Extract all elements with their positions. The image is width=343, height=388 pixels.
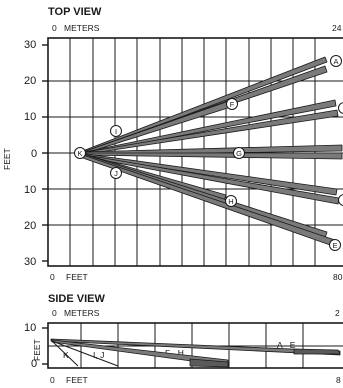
- side-beam-f-h-tip: [189, 358, 229, 368]
- top-axis-ticks: [42, 44, 48, 262]
- side-label-ae: A - E: [277, 340, 296, 350]
- top-feet-max: 80: [333, 272, 343, 282]
- callout-h: H: [225, 195, 237, 207]
- callout-a: A: [330, 55, 342, 67]
- side-meters-max: 2: [335, 308, 340, 318]
- top-y-tick-10-upper: 10: [24, 111, 37, 123]
- side-feet-max: 8: [336, 375, 341, 385]
- callout-f: F: [226, 98, 238, 110]
- top-y-tick-20-upper: 20: [24, 75, 37, 87]
- callout-d-partial: [338, 194, 343, 206]
- top-meters-max: 24: [332, 23, 342, 33]
- top-feet-label: FEET: [66, 272, 88, 282]
- side-y-tick-10: 10: [24, 322, 37, 334]
- callout-i-text: I: [115, 127, 117, 136]
- top-y-tick-10-lower: 10: [24, 184, 37, 196]
- top-y-tick-30-upper: 30: [24, 39, 37, 51]
- callout-a-text: A: [333, 57, 338, 66]
- top-meters-label: METERS: [64, 23, 100, 33]
- top-view-callouts: A E F G H I J: [74, 55, 343, 251]
- callout-g-text: G: [236, 149, 242, 158]
- top-view-frame: [47, 37, 343, 267]
- callout-k-text: K: [77, 149, 82, 158]
- side-beam-k: [51, 340, 79, 367]
- callout-e-text: E: [332, 241, 337, 250]
- callout-f-text: F: [230, 100, 235, 109]
- side-axis-ticks: [42, 327, 48, 365]
- beam-g-lower: [79, 152, 343, 160]
- side-meters-origin: 0: [52, 308, 57, 318]
- callout-j: J: [110, 167, 122, 179]
- side-label-ij: I, J: [93, 350, 105, 360]
- side-feet-label: FEET: [66, 375, 88, 385]
- top-meters-origin: 0: [52, 23, 57, 33]
- top-view-title: TOP VIEW: [48, 6, 102, 18]
- callout-h-text: H: [228, 197, 233, 206]
- callout-g: G: [233, 147, 245, 159]
- side-label-fh: F - H: [165, 348, 184, 358]
- callout-e: E: [329, 239, 341, 251]
- callout-b-partial: [338, 102, 343, 114]
- callout-j-text: J: [114, 169, 118, 178]
- callout-i: I: [110, 125, 122, 137]
- side-beam-a-e-tip: [293, 348, 341, 355]
- side-meters-label: METERS: [64, 308, 100, 318]
- top-y-tick-30-lower: 30: [24, 256, 37, 268]
- side-beam-a-e: [50, 338, 341, 356]
- callout-k: K: [74, 147, 86, 159]
- side-feet-origin: 0: [50, 375, 55, 385]
- side-view-beams: [50, 338, 341, 368]
- side-beam-i-j: [51, 340, 119, 367]
- top-view-beams: [79, 56, 343, 247]
- side-label-k: K: [63, 350, 69, 360]
- side-y-tick-0: 0: [31, 358, 38, 370]
- side-view-title: SIDE VIEW: [48, 293, 105, 305]
- top-y-tick-20-lower: 20: [24, 220, 37, 232]
- top-feet-origin: 0: [50, 272, 55, 282]
- top-y-tick-0: 0: [31, 148, 38, 160]
